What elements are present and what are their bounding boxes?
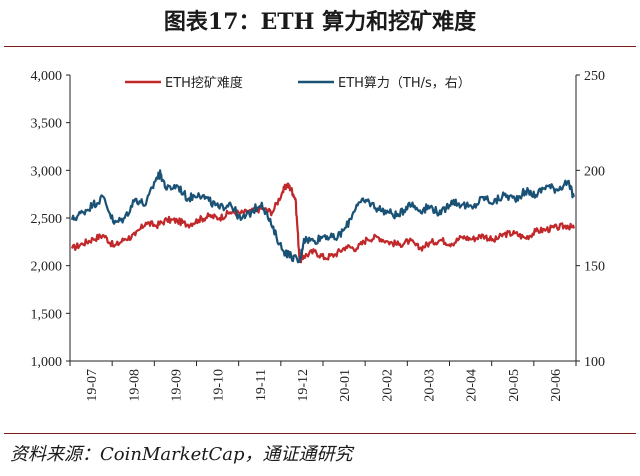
y-left-tick-label: 3,500 <box>31 117 63 132</box>
x-tick-label: 20-05 <box>507 369 522 402</box>
source-divider <box>4 433 636 434</box>
x-tick-label: 19-10 <box>212 369 227 402</box>
y-left-tick-label: 3,000 <box>31 164 63 179</box>
x-tick-label: 19-11 <box>254 369 269 401</box>
y-right-tick-label: 200 <box>584 164 605 179</box>
y-right-tick-label: 100 <box>584 355 605 370</box>
y-left-tick-label: 2,500 <box>31 212 63 227</box>
series-line-hashrate <box>70 169 575 264</box>
y-left-tick-label: 2,000 <box>31 260 63 275</box>
x-tick-label: 20-02 <box>380 369 395 402</box>
y-left-tick-label: 4,000 <box>31 69 63 84</box>
chart-axes: 4,000 3,500 3,000 2,500 2,000 1,500 1,000 250 20… <box>31 69 606 402</box>
series-line-difficulty <box>70 182 575 264</box>
x-tick-label: 19-12 <box>296 369 311 402</box>
y-right-tick-label: 150 <box>584 260 605 275</box>
y-left-tick-label: 1,500 <box>31 307 63 322</box>
figure-title: 图表17：ETH 算力和挖矿难度 <box>163 9 477 35</box>
chart-legend: ETH挖矿难度 ETH算力（TH/s，右） <box>125 75 471 91</box>
x-tick-label: 20-03 <box>422 369 437 402</box>
x-tick-label: 19-07 <box>85 369 100 402</box>
chart-lines <box>70 169 575 264</box>
y-right-tick-label: 250 <box>584 69 605 84</box>
x-tick-label: 19-09 <box>169 369 184 402</box>
legend-label: ETH算力（TH/s，右） <box>338 76 471 91</box>
legend-label: ETH挖矿难度 <box>165 75 243 91</box>
source-note: 资料来源：CoinMarketCap，通证通研究 <box>10 444 353 465</box>
x-tick-label: 20-01 <box>338 369 353 402</box>
x-tick-label: 19-08 <box>127 369 142 402</box>
title-divider <box>4 46 636 47</box>
x-tick-label: 20-04 <box>465 369 480 402</box>
x-tick-label: 20-06 <box>549 369 564 402</box>
y-left-tick-label: 1,000 <box>31 355 63 370</box>
